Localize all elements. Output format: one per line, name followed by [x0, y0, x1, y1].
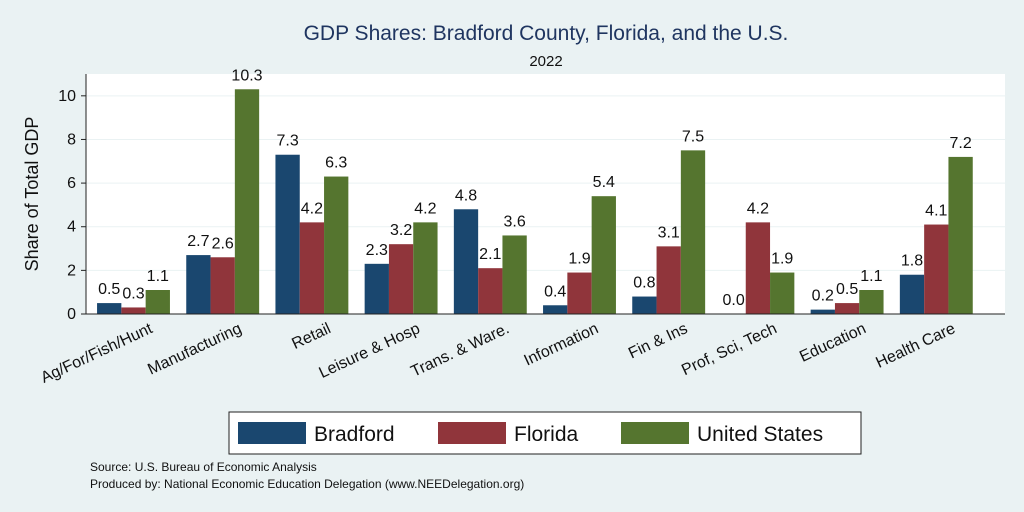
data-label: 7.2: [949, 135, 971, 152]
bar-bradford: [186, 255, 211, 314]
data-label: 3.6: [503, 213, 525, 230]
bar-florida: [656, 246, 681, 314]
bar-united-states: [234, 89, 260, 314]
bar-united-states: [948, 156, 973, 314]
bar-bradford: [899, 274, 925, 314]
data-label: 0.2: [812, 288, 834, 305]
data-label: 4.2: [301, 200, 323, 217]
bar-florida: [478, 268, 503, 314]
legend-swatch: [621, 422, 689, 444]
source-note: Source: U.S. Bureau of Economic Analysis: [90, 460, 317, 474]
y-axis-ticks: 0 2 4 6 8 10: [58, 88, 86, 323]
y-tick-label: 6: [67, 175, 76, 192]
data-label: 2.3: [366, 242, 388, 259]
legend: Bradford Florida United States: [238, 422, 823, 446]
data-label: 2.7: [187, 233, 209, 250]
bar-florida: [299, 222, 325, 314]
y-tick-label: 8: [67, 131, 76, 148]
legend-swatch: [238, 422, 306, 444]
data-labels-group: 0.5 0.31.12.7 2.610.37.34.26.32.33.24.24.8…: [98, 67, 972, 309]
bar-florida: [210, 257, 235, 314]
data-label: 0.4: [544, 283, 566, 300]
bar-united-states: [324, 176, 349, 314]
data-label: 10.3: [231, 67, 262, 84]
data-label: 1.1: [147, 268, 169, 285]
data-label: 0.3: [122, 285, 144, 302]
y-tick-label: 0: [67, 306, 76, 323]
data-label: 2.6: [212, 235, 234, 252]
legend-label: Bradford: [314, 423, 395, 446]
data-label: 3.2: [390, 222, 412, 239]
chart-title: GDP Shares: Bradford County, Florida, an…: [304, 22, 789, 45]
y-axis-label: Share of Total GDP: [22, 117, 42, 272]
data-label: 4.8: [455, 187, 477, 204]
bar-florida: [567, 272, 592, 314]
bar-bradford: [453, 209, 479, 314]
bar-united-states: [591, 196, 616, 314]
bars-group: [97, 89, 973, 314]
data-label: 0.5: [836, 281, 858, 298]
data-label: 7.5: [682, 128, 704, 145]
data-label: 1.1: [860, 268, 882, 285]
bar-florida: [924, 224, 949, 314]
legend-label: United States: [697, 423, 823, 446]
bar-bradford: [364, 263, 389, 314]
bar-bradford: [97, 303, 122, 314]
legend-box: [228, 411, 862, 455]
data-label: 1.8: [901, 253, 923, 270]
data-label: 0.8: [633, 275, 655, 292]
data-label: 2.1: [479, 246, 501, 263]
chart-subtitle: 2022: [529, 53, 562, 70]
data-label: 7.3: [276, 133, 298, 150]
data-label: 5.4: [593, 174, 615, 191]
bar-united-states: [145, 290, 170, 314]
bar-bradford: [275, 154, 300, 314]
data-label: 0.0: [722, 292, 744, 309]
data-label: 4.1: [925, 203, 947, 220]
bar-united-states: [413, 222, 438, 314]
y-tick-label: 4: [67, 219, 76, 236]
data-label: 1.9: [568, 251, 590, 268]
bar-bradford: [810, 309, 835, 314]
legend-swatch: [438, 422, 506, 444]
bar-united-states: [680, 150, 706, 314]
bar-florida: [388, 244, 414, 314]
data-label: 0.5: [98, 281, 120, 298]
bar-bradford: [543, 305, 568, 314]
data-label: 4.2: [747, 200, 769, 217]
data-label: 4.2: [414, 200, 436, 217]
y-tick-label: 2: [67, 262, 76, 279]
produced-by-note: Produced by: National Economic Education…: [90, 477, 524, 491]
data-label: 6.3: [325, 155, 347, 172]
bar-bradford: [632, 296, 657, 314]
y-tick-label: 10: [58, 88, 76, 105]
data-label: 3.1: [658, 224, 680, 241]
bar-florida: [745, 222, 771, 314]
bar-united-states: [502, 235, 527, 314]
data-label: 1.9: [771, 251, 793, 268]
bar-united-states: [770, 272, 795, 314]
bar-florida: [834, 303, 860, 314]
bar-united-states: [859, 290, 884, 314]
bar-florida: [121, 307, 146, 314]
legend-label: Florida: [514, 423, 579, 446]
